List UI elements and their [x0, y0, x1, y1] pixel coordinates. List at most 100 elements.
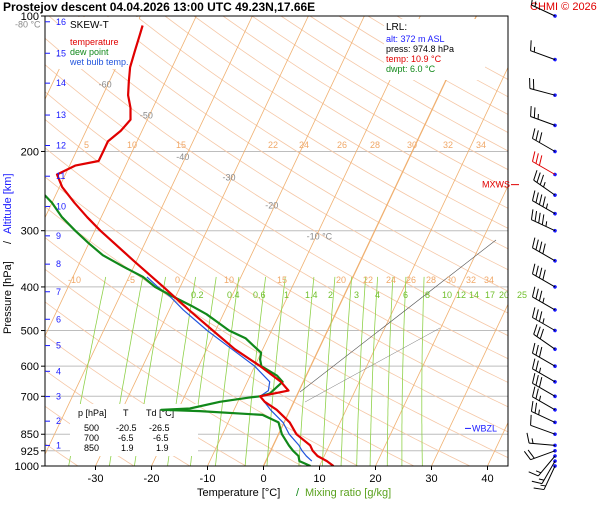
mixing-ratio-label: 17: [485, 290, 495, 300]
table-header-t: T: [123, 408, 129, 418]
dry-adiabat-label: 24: [386, 275, 396, 285]
lrl-temperature: temp: 10.9 °C: [386, 54, 442, 64]
legend-wetbulb: wet bulb temp.: [69, 57, 129, 67]
pressure-tick-label: 500: [21, 326, 39, 338]
lrl-info: LRL: alt: 372 m ASL press: 974.8 hPa tem…: [384, 19, 485, 80]
dry-adiabat-label: 28: [370, 140, 380, 150]
altitude-tick-label: 14: [56, 78, 66, 88]
mixing-ratio-label: 10: [442, 290, 452, 300]
dry-adiabat-label: 26: [337, 140, 347, 150]
mixing-ratio-label: 8: [425, 290, 430, 300]
altitude-tick-label: 10: [56, 201, 66, 211]
y-axis-label: Pressure [hPa]: [2, 261, 14, 334]
altitude-tick-label: 16: [56, 17, 66, 27]
mixing-ratio-label: 0.2: [191, 290, 204, 300]
isotherm-label: -50: [140, 111, 153, 121]
level-table: p [hPa] T Td [°C] 500 -20.5 -26.5 700 -6…: [70, 404, 198, 456]
altitude-tick-label: 8: [56, 259, 61, 269]
credit: CHMI © 2026: [530, 1, 597, 13]
table-cell: 500: [84, 423, 99, 433]
table-cell: -20.5: [116, 423, 137, 433]
dry-adiabat-label: 15: [176, 140, 186, 150]
table-cell: 700: [84, 433, 99, 443]
lrl-pressure: press: 974.8 hPa: [386, 44, 454, 54]
table-cell: -6.5: [153, 433, 169, 443]
temperature-tick-label: 10: [313, 473, 325, 485]
isotherm-label: -60: [99, 79, 112, 89]
temperature-tick-label: -10: [200, 473, 216, 485]
pressure-tick-label: 600: [21, 361, 39, 373]
dry-adiabat-label: 32: [443, 140, 453, 150]
dry-adiabat-label: 10: [224, 275, 234, 285]
legend-dewpoint: dew point: [70, 47, 109, 57]
altitude-tick-label: 15: [56, 48, 66, 58]
x-axis-label-mixing-ratio: Mixing ratio [g/kg]: [305, 487, 391, 499]
table-header-p: p [hPa]: [78, 408, 107, 418]
pressure-tick-label: 850: [21, 429, 39, 441]
dry-adiabat-label: 5: [84, 140, 89, 150]
table-cell: -6.5: [118, 433, 134, 443]
pressure-tick-label: 300: [21, 226, 39, 238]
dry-adiabat-label: 15: [277, 275, 287, 285]
lrl-dewpoint: dwpt: 6.0 °C: [386, 64, 436, 74]
mixing-ratio-label: 6: [403, 290, 408, 300]
dry-adiabat-label: 26: [406, 275, 416, 285]
dry-adiabat-label: 34: [484, 275, 494, 285]
page-title: Prostejov descent 04.04.2026 13:00 UTC 4…: [3, 0, 315, 14]
mixing-ratio-label: 2: [328, 290, 333, 300]
dry-adiabat-label: 10: [127, 140, 137, 150]
legend: SKEW-T temperature dew point wet bulb te…: [59, 17, 139, 69]
pressure-tick-label: 700: [21, 391, 39, 403]
mixing-ratio-label: 0.4: [227, 290, 240, 300]
altitude-tick-label: 1: [56, 440, 61, 450]
mixing-ratio-label: 4: [375, 290, 380, 300]
pressure-tick-label: 200: [21, 146, 39, 158]
mxws-label: MXWS: [482, 180, 510, 190]
altitude-tick-label: 3: [56, 392, 61, 402]
wbzl-label: WBZL: [472, 423, 497, 433]
altitude-tick-label: 13: [56, 110, 66, 120]
x-axis-label: Temperature [°C]: [197, 487, 280, 499]
altitude-tick-label: 2: [56, 416, 61, 426]
lrl-title: LRL:: [386, 22, 407, 33]
dry-adiabat-label: 34: [476, 140, 486, 150]
dry-adiabat-label: 28: [426, 275, 436, 285]
altitude-tick-label: 5: [56, 341, 61, 351]
y-axis-label-altitude: Altitude [km]: [2, 173, 14, 234]
mixing-ratio-label: 12: [456, 290, 466, 300]
temperature-tick-label: 30: [425, 473, 437, 485]
mixing-ratio-label: 1: [284, 290, 289, 300]
altitude-tick-label: 7: [56, 287, 61, 297]
dry-adiabat-label: 20: [336, 275, 346, 285]
lrl-altitude: alt: 372 m ASL: [386, 34, 445, 44]
dry-adiabat-label: 24: [299, 140, 309, 150]
pressure-tick-label: 925: [21, 446, 39, 458]
dry-adiabat-label: 22: [363, 275, 373, 285]
temperature-tick-label: 20: [369, 473, 381, 485]
isotherm-label: -10 °C: [307, 232, 333, 242]
dry-adiabat-label: -10: [68, 275, 81, 285]
pressure-tick-label: 400: [21, 282, 39, 294]
dry-adiabat-label: 30: [407, 140, 417, 150]
mixing-ratio-label: 3: [354, 290, 359, 300]
altitude-tick-label: 4: [56, 366, 61, 376]
table-cell: 850: [84, 443, 99, 453]
temperature-tick-label: 0: [260, 473, 266, 485]
mixing-ratio-label: 14: [469, 290, 479, 300]
mixing-ratio-label: 25: [517, 290, 527, 300]
dry-adiabat-label: 0: [175, 275, 180, 285]
temperature-tick-label: -30: [88, 473, 104, 485]
altitude-tick-label: 6: [56, 314, 61, 324]
altitude-tick-label: 9: [56, 231, 61, 241]
mixing-ratio-label: 0.6: [253, 290, 266, 300]
dry-adiabat-label: -5: [127, 275, 135, 285]
isotherm-label: -20: [265, 201, 278, 211]
legend-title: SKEW-T: [70, 20, 109, 31]
dry-adiabat-label: 30: [446, 275, 456, 285]
temperature-tick-label: -20: [144, 473, 160, 485]
altitude-tick-label: 11: [56, 171, 65, 181]
legend-temperature: temperature: [70, 37, 119, 47]
isotherm-label: -30: [223, 172, 236, 182]
isotherm-label: -40: [176, 152, 189, 162]
